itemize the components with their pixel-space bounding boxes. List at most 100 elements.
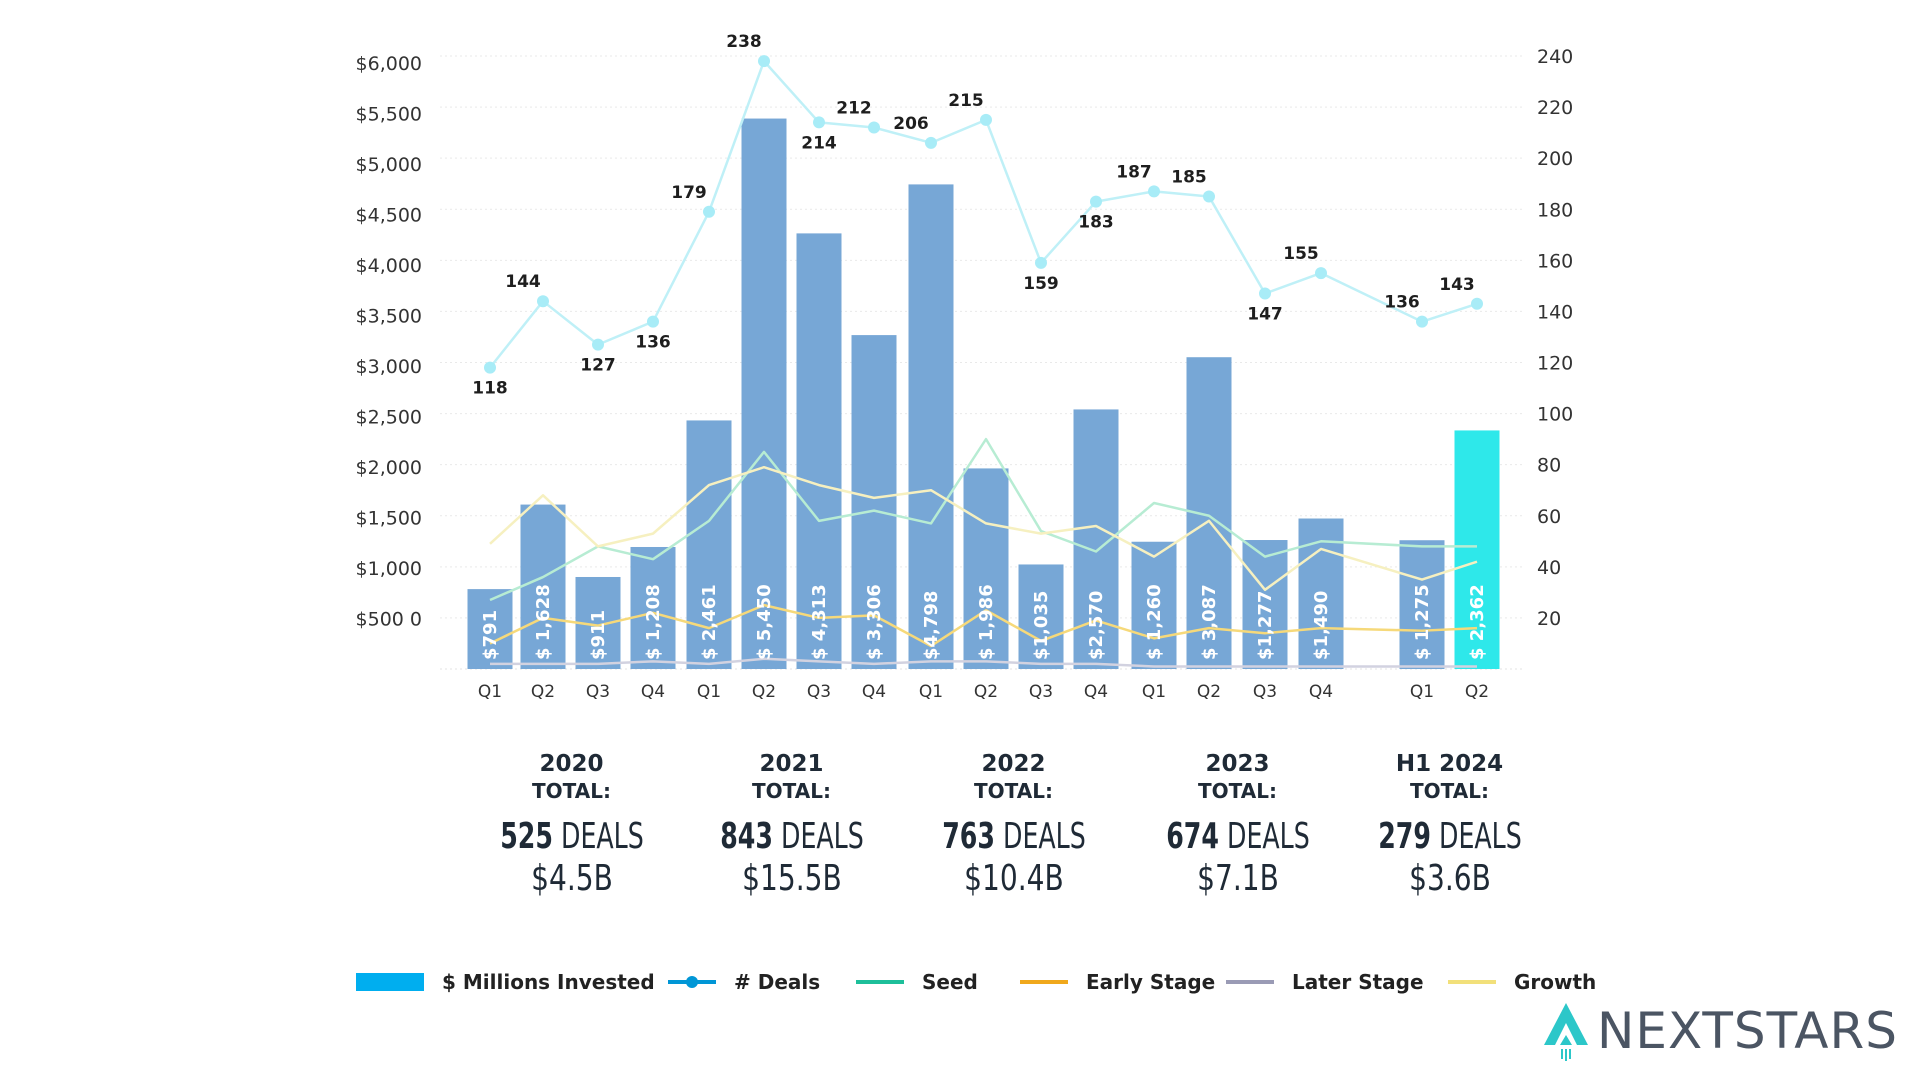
total-label: TOTAL:	[532, 779, 611, 803]
deals-marker	[703, 205, 715, 218]
deals-line	[489, 59, 1478, 369]
deals-marker	[1035, 256, 1047, 269]
y-left-tick-label: $1,000	[356, 558, 422, 580]
invested-bar	[796, 233, 842, 669]
logo-text: NEXTSTARS	[1597, 1002, 1898, 1060]
deals-marker	[484, 361, 496, 374]
quarter-label: Q1	[919, 682, 943, 702]
quarter-label: Q4	[1084, 682, 1108, 702]
rocket-logo-icon	[1544, 1003, 1588, 1061]
invested-bar	[1018, 564, 1064, 669]
y-right-tick-label: 120	[1537, 353, 1573, 375]
total-amount: $10.4B	[963, 858, 1064, 899]
deals-value-label: 147	[1247, 305, 1283, 325]
bar-value-label: $ 1,260	[1144, 584, 1165, 660]
bar-value-label: $ 3,087	[1199, 584, 1220, 660]
total-2021: 2021 TOTAL: 843 DEALS $15.5B	[682, 750, 902, 900]
legend-swatch-line-dot	[668, 976, 716, 988]
deals-value-label: 127	[580, 356, 616, 376]
y-right-tick-label: 140	[1537, 301, 1573, 323]
total-deals: 279 DEALS	[1364, 816, 1536, 858]
y-left-tick-label: $1,500	[356, 508, 422, 530]
deals-marker	[537, 295, 549, 308]
quarter-label: Q4	[641, 682, 665, 702]
y-right-tick-label: 60	[1537, 506, 1561, 528]
legend-item-growth: Growth	[1448, 962, 1596, 1002]
bar-value-label: $ 5,450	[754, 584, 775, 660]
y-right-tick-label: 180	[1537, 199, 1573, 221]
investment-chart: $791 $ 1,628 $911 $ 1,208 $ 2,461 $ 5,450 $ 4,…	[356, 32, 1574, 702]
legend-label: Later Stage	[1292, 970, 1424, 994]
y-left-tick-label: $5,500	[356, 104, 422, 126]
bar-value-label: $ 4,313	[809, 584, 830, 660]
bar-value-label: $ 1,628	[533, 584, 554, 660]
total-label: TOTAL:	[752, 779, 831, 803]
bar-value-label: $ 2,362	[1467, 584, 1488, 660]
y-left-tick-label: $3,500	[356, 306, 422, 328]
stage-line-seed	[489, 437, 1477, 602]
bar-value-label: $ 1,208	[643, 584, 664, 660]
deals-value-label: 159	[1023, 274, 1059, 294]
deals-value-label: 206	[893, 114, 929, 134]
nextstars-logo: NEXTSTARS	[1541, 996, 1898, 1066]
total-deals-word: DEALS	[1002, 816, 1086, 857]
deals-value-label: 187	[1116, 162, 1152, 182]
legend-swatch-line	[1020, 980, 1068, 984]
deals-marker	[592, 338, 604, 351]
total-amount: $7.1B	[1196, 858, 1279, 899]
legend-item-later-stage: Later Stage	[1226, 962, 1424, 1002]
deals-value-label: 136	[635, 333, 671, 353]
y-right-tick-label: 220	[1537, 97, 1573, 119]
bar-value-label: $1,490	[1311, 591, 1332, 660]
y-right-tick-label: 20	[1537, 608, 1561, 630]
y-left-tick-label: $500 0	[356, 609, 422, 631]
legend-label: # Deals	[734, 970, 821, 994]
deals-marker	[1090, 195, 1102, 208]
deals-value-label: 215	[948, 91, 984, 111]
quarter-label: Q1	[1410, 682, 1434, 702]
bar-value-label: $ 1,986	[976, 584, 997, 660]
invested-bar	[467, 589, 513, 669]
bar-value-label: $4,798	[921, 591, 942, 660]
total-2023: 2023 TOTAL: 674 DEALS $7.1B	[1128, 750, 1348, 900]
total-year: 2022	[981, 751, 1046, 777]
deals-value-label: 185	[1171, 167, 1207, 187]
quarter-label: Q3	[1029, 682, 1053, 702]
deals-marker	[647, 315, 659, 328]
invested-bar	[741, 118, 787, 670]
y-left-tick-label: $5,000	[356, 154, 422, 176]
total-deals-count: 674	[1165, 816, 1219, 857]
quarter-label: Q2	[1197, 682, 1221, 702]
deals-marker	[1471, 297, 1483, 310]
legend-swatch-bar	[356, 973, 424, 991]
total-deals-count: 843	[719, 816, 773, 857]
quarter-label: Q1	[1142, 682, 1166, 702]
bar-value-label: $1,277	[1255, 591, 1276, 660]
legend-item-seed: Seed	[856, 962, 978, 1002]
total-year: H1 2024	[1395, 751, 1504, 777]
invested-bars	[467, 118, 1500, 670]
quarter-label: Q2	[1465, 682, 1489, 702]
deals-value-label: 143	[1439, 275, 1475, 295]
invested-bar	[520, 504, 566, 669]
quarter-label: Q4	[1309, 682, 1333, 702]
invested-bar	[630, 546, 676, 669]
quarter-label: Q4	[862, 682, 886, 702]
stage-line-growth	[489, 465, 1478, 592]
chart-labels: $791 $ 1,628 $911 $ 1,208 $ 2,461 $ 5,450 $ 4,…	[472, 32, 1488, 660]
total-label: TOTAL:	[974, 779, 1053, 803]
grid-lines	[440, 55, 1525, 670]
bar-value-label: $ 3,306	[864, 584, 885, 660]
total-label: TOTAL:	[1410, 779, 1489, 803]
bar-value-label: $2,570	[1086, 591, 1107, 660]
yearly-totals: 2020 TOTAL: 525 DEALS $4.5B 2021 TOTAL: …	[0, 750, 1920, 920]
total-deals-word: DEALS	[1438, 816, 1522, 857]
y-left-tick-label: $6,000	[356, 53, 422, 75]
y-right-tick-label: 160	[1537, 250, 1573, 272]
deals-marker	[868, 121, 880, 134]
deals-marker	[758, 55, 770, 68]
legend-swatch-line	[1226, 980, 1274, 984]
y-right-tick-label: 100	[1537, 404, 1573, 426]
deals-value-label: 118	[472, 379, 508, 399]
invested-bar	[908, 184, 954, 670]
